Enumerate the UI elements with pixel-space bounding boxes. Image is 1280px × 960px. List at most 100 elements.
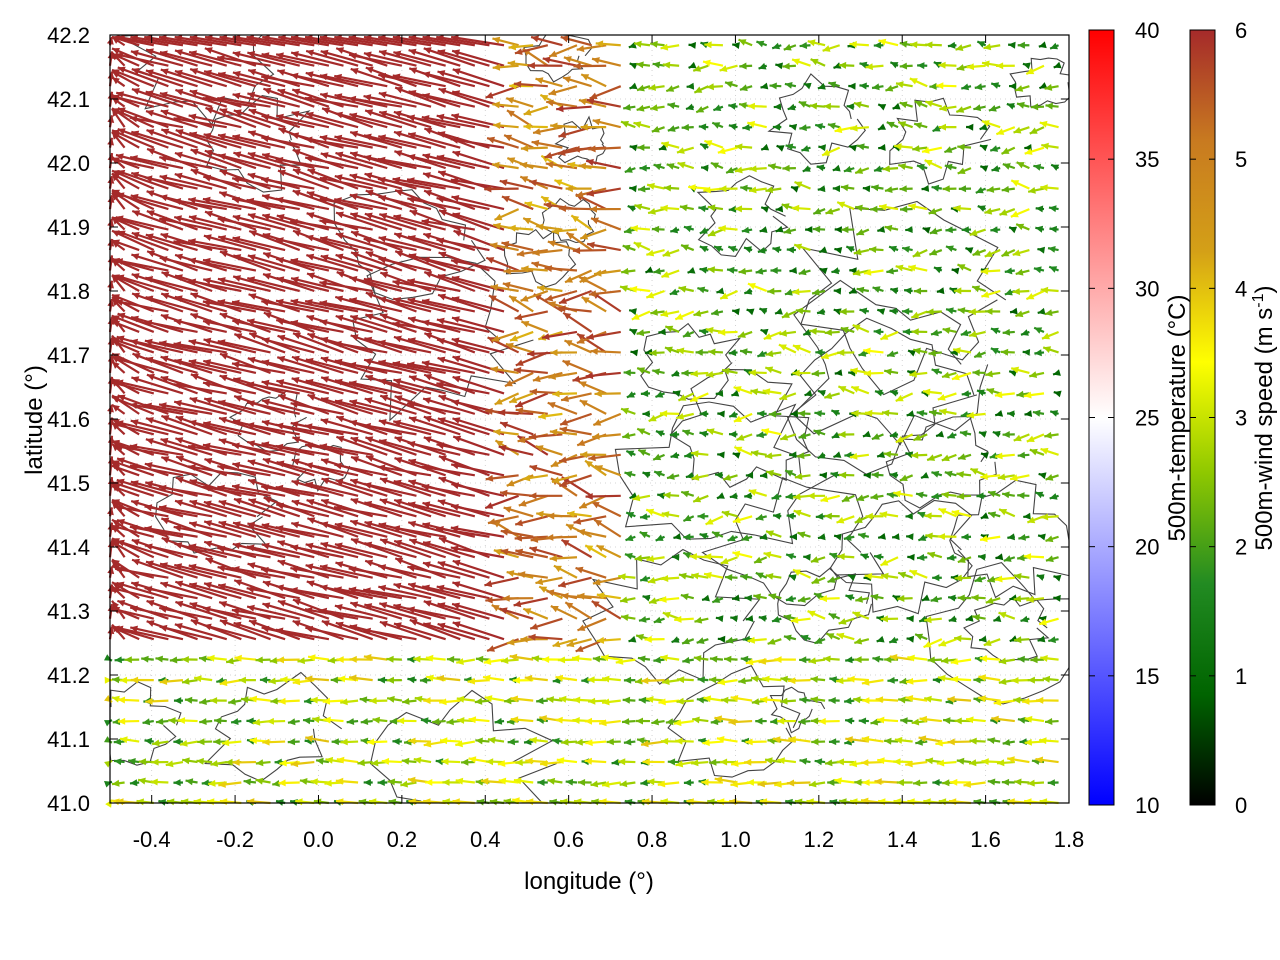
wind-vector-head — [115, 566, 123, 574]
wind-vector-head — [998, 678, 1007, 685]
wind-vector-head — [280, 676, 288, 684]
wind-vector-head — [811, 738, 819, 746]
wind-vector-head — [929, 409, 937, 417]
wind-vector-head — [112, 129, 120, 137]
wind-vector-head — [369, 697, 377, 705]
wind-vector-head — [1045, 555, 1054, 563]
wind-vector-shaft — [421, 320, 476, 334]
wind-vector-head — [160, 314, 169, 321]
wind-vector-head — [1001, 147, 1010, 154]
wind-vector-head — [175, 580, 184, 588]
wind-vector-head — [565, 778, 574, 786]
wind-vector-head — [1024, 391, 1032, 399]
wind-vector-shaft — [305, 112, 359, 129]
wind-vector-head — [104, 654, 112, 661]
wind-vector-head — [957, 143, 965, 151]
wind-vector-shaft — [111, 314, 155, 333]
wind-vector-shaft — [114, 445, 169, 456]
wind-vector-head — [985, 597, 994, 604]
wind-vector-head — [1017, 655, 1025, 663]
wind-vector-shaft — [174, 35, 227, 47]
wind-vector-head — [261, 74, 269, 82]
wind-vector-head — [378, 134, 386, 142]
wind-vector-head — [436, 154, 445, 162]
wind-vector-head — [107, 584, 115, 592]
wind-vector-shaft — [378, 213, 432, 231]
wind-vector-head — [220, 353, 228, 360]
wind-vector-head — [938, 123, 946, 131]
wind-vector-head — [204, 397, 213, 404]
wind-vector-head — [217, 545, 225, 553]
wind-vector-shaft — [173, 383, 227, 395]
wind-vector-shaft — [364, 397, 417, 415]
wind-vector-head — [624, 798, 633, 806]
wind-vector-head — [117, 230, 126, 238]
wind-vector-head — [688, 61, 697, 69]
wind-vector-head — [547, 240, 556, 247]
wind-vector-head — [914, 122, 922, 129]
wind-vector-head — [378, 584, 387, 592]
wind-vector-head — [1053, 61, 1062, 69]
wind-vector-shaft — [407, 115, 461, 129]
wind-vector-head — [266, 717, 274, 725]
wind-vector-head — [755, 572, 764, 579]
wind-vector-head — [741, 534, 750, 542]
wind-vector-head — [638, 185, 646, 193]
wind-vector-head — [936, 82, 944, 90]
wind-vector-shaft — [364, 603, 417, 620]
terrain-contour — [541, 197, 596, 244]
wind-vector-head — [765, 757, 773, 765]
wind-vector-shaft — [247, 357, 301, 374]
wind-vector-head — [234, 654, 242, 662]
wind-vector-shaft — [261, 337, 315, 354]
wind-vector-head — [585, 545, 594, 552]
wind-vector-head — [357, 759, 365, 767]
wind-vector-head — [845, 594, 854, 601]
wind-vector-head — [1040, 513, 1049, 521]
wind-vector-head — [861, 735, 870, 743]
wind-vector-head — [810, 675, 818, 683]
wind-vector-head — [780, 697, 788, 705]
wind-vector-head — [437, 131, 446, 138]
wind-vector-shaft — [365, 436, 417, 456]
wind-vector-head — [575, 645, 584, 652]
wind-vector-head — [500, 421, 509, 429]
wind-vector-head — [217, 299, 226, 306]
terrain-contour — [640, 322, 742, 400]
wind-vector-head — [104, 720, 112, 727]
wind-vector-head — [747, 283, 756, 290]
wind-vector-head — [319, 607, 328, 615]
wind-vector-head — [393, 603, 402, 611]
wind-vector-head — [408, 316, 416, 324]
wind-vector-shaft — [158, 341, 213, 354]
wind-vector-shaft — [290, 258, 344, 272]
wind-vector-head — [1039, 120, 1048, 128]
wind-vector-head — [290, 319, 299, 327]
wind-vector-head — [319, 175, 328, 183]
wind-vector-head — [572, 247, 581, 255]
wind-vector-head — [370, 759, 379, 767]
wind-vector-shaft — [231, 300, 286, 313]
wind-vector-head — [782, 164, 790, 172]
wind-vector-shaft — [262, 35, 315, 47]
wind-vector-head — [219, 169, 228, 177]
wind-vector-shaft — [217, 235, 271, 252]
wind-vector-head — [112, 404, 120, 412]
wind-vector-head — [678, 572, 687, 580]
wind-vector-head — [423, 697, 431, 705]
wind-vector-head — [397, 717, 405, 725]
wind-vector-head — [817, 533, 826, 541]
wind-vector-head — [189, 50, 197, 58]
wind-vector-shaft — [260, 568, 315, 579]
wind-vector-shaft — [363, 358, 417, 374]
wind-vector-head — [981, 120, 990, 127]
wind-vector-head — [475, 655, 484, 663]
wind-vector-shaft — [407, 582, 461, 600]
wind-vector-head — [437, 499, 446, 506]
wind-vector-head — [947, 695, 955, 703]
wind-vector-head — [536, 697, 544, 705]
wind-vector-head — [349, 276, 358, 283]
wind-vector-shaft — [232, 236, 286, 252]
wind-vector-head — [898, 121, 907, 128]
wind-vector-head — [880, 615, 888, 623]
